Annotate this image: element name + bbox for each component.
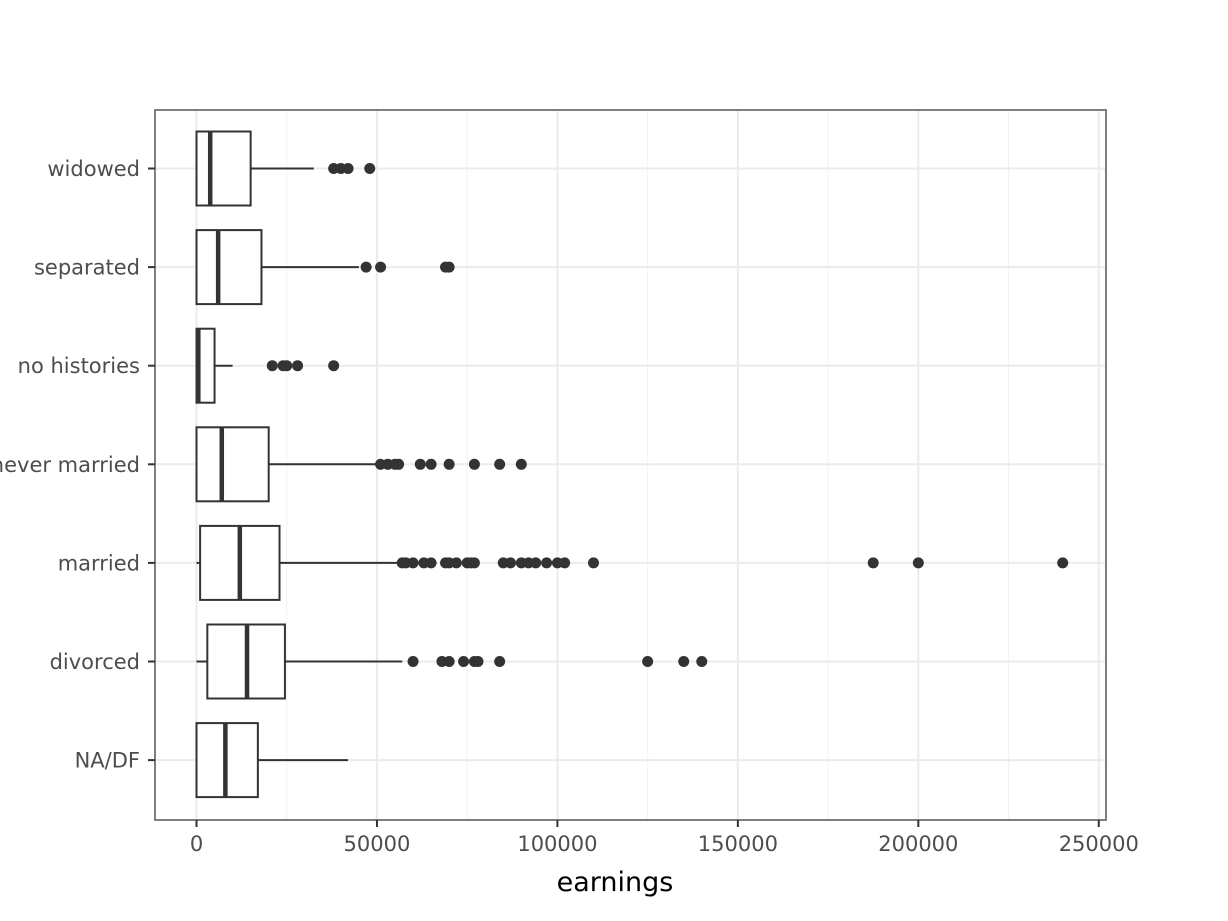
outlier-point (266, 360, 278, 372)
x-tick-label: 50000 (344, 832, 411, 856)
outlier-point (443, 656, 455, 667)
box-married (196, 524, 1069, 601)
outlier-point (342, 163, 354, 174)
outlier-point (678, 656, 690, 667)
outlier-point (443, 458, 455, 470)
y-tick-label: widowed (47, 157, 140, 181)
outlier-point (504, 557, 516, 569)
outlier-point (375, 261, 387, 273)
box-never-married (195, 426, 527, 503)
x-tick-label: 0 (190, 832, 203, 856)
outlier-point (360, 261, 372, 273)
y-tick-label: NA/DF (75, 749, 140, 773)
outlier-point (425, 557, 437, 569)
x-tick-label: 250000 (1059, 832, 1139, 856)
box-no-histories (195, 327, 340, 404)
outlier-point (292, 360, 304, 372)
x-axis: 0 50000 100000 150000 200000 250000 (190, 820, 1139, 856)
grid-lines (155, 110, 1106, 820)
outlier-point (867, 557, 879, 569)
outlier-point (494, 458, 506, 470)
box-divorced (196, 623, 708, 700)
outlier-point (407, 557, 419, 569)
y-tick-label: married (58, 551, 140, 575)
outlier-point (588, 557, 600, 569)
box-iqr (195, 426, 270, 503)
outlier-point (468, 557, 480, 569)
box-na-df (195, 722, 349, 799)
outlier-point (425, 458, 437, 470)
box-separated (195, 229, 455, 306)
outlier-point (414, 458, 426, 470)
y-tick-label: separated (34, 256, 140, 280)
outlier-point (364, 163, 376, 174)
box-iqr (195, 130, 252, 207)
outlier-point (450, 557, 462, 569)
boxes-layer (195, 130, 1069, 799)
outlier-point (494, 656, 506, 667)
outlier-point (559, 557, 571, 569)
outlier-point (912, 557, 924, 569)
x-tick-label: 100000 (517, 832, 597, 856)
outlier-point (472, 656, 484, 667)
box-widowed (195, 130, 376, 207)
outlier-point (541, 557, 553, 569)
outlier-point (328, 360, 340, 372)
y-tick-label: divorced (50, 650, 140, 674)
y-tick-label: never married (0, 453, 140, 477)
y-axis: widowed separated no histories never marrie… (0, 157, 155, 773)
outlier-point (443, 261, 455, 273)
outlier-point (530, 557, 542, 569)
outlier-point (393, 458, 405, 470)
x-axis-title: earnings (557, 867, 674, 898)
x-tick-label: 150000 (698, 832, 778, 856)
outlier-point (696, 656, 708, 667)
outlier-point (458, 656, 470, 667)
outlier-point (515, 458, 527, 470)
x-tick-label: 200000 (878, 832, 958, 856)
outlier-point (468, 458, 480, 470)
outlier-point (281, 360, 293, 372)
box-iqr (195, 229, 263, 306)
y-tick-label: no histories (18, 354, 140, 378)
outlier-point (407, 656, 419, 667)
outlier-point (1057, 557, 1069, 569)
outlier-point (642, 656, 654, 667)
